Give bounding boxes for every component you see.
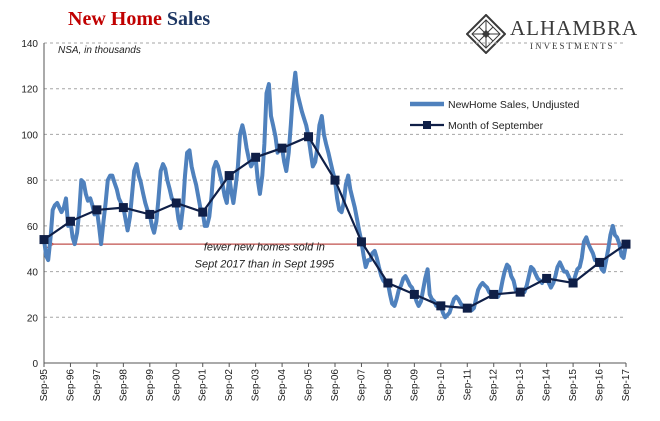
september-marker-3 [118,203,128,213]
y-tick-label-100: 100 [21,130,38,141]
september-marker-4 [145,209,155,219]
chart-title-part2: Sales [166,8,211,30]
september-marker-16 [462,303,472,313]
chart-title-part1: New Home [68,8,162,30]
september-marker-17 [489,289,499,299]
diamond-lattice-icon [466,14,506,54]
x-tick-label-Sep-03: Sep-03 [251,369,262,402]
x-tick-label-Sep-09: Sep-09 [409,369,420,402]
september-marker-21 [595,257,605,267]
y-tick-label-120: 120 [21,85,38,96]
x-tick-label-Sep-08: Sep-08 [383,369,394,402]
y-tick-label-20: 20 [27,313,39,324]
september-marker-6 [198,207,208,217]
y-tick-label-40: 40 [27,268,39,279]
september-marker-8 [251,152,261,162]
series-group [39,70,631,320]
x-tick-label-Sep-06: Sep-06 [330,369,341,402]
september-marker-19 [542,273,552,283]
september-marker-5 [171,198,181,208]
x-tick-label-Sep-17: Sep-17 [621,369,632,402]
x-tick-label-Sep-95: Sep-95 [39,369,50,402]
chart-title: New Home Sales [68,8,210,31]
x-tick-labels: Sep-95 Sep-96 Sep-97 Sep-98 Sep-99 Sep-00 Sep-… [39,369,632,402]
september-marker-13 [383,278,393,288]
alhambra-logo: ALHAMBRA INVESTMENTS [466,14,646,56]
x-tick-label-Sep-05: Sep-05 [304,369,315,402]
x-tick-label-Sep-12: Sep-12 [489,369,500,402]
x-tick-label-Sep-13: Sep-13 [515,369,526,402]
september-marker-12 [356,237,366,247]
september-marker-14 [409,289,419,299]
x-tick-label-Sep-11: Sep-11 [462,369,473,401]
x-tick-label-Sep-14: Sep-14 [542,369,553,402]
y-tick-labels: 0 20 40 60 80 100 120 140 [21,39,38,370]
x-tick-label-Sep-07: Sep-07 [356,369,367,402]
annotation-line-0: fewer new homes sold in [204,242,325,254]
annotation-line-1: Sept 2017 than in Sept 1995 [195,259,335,271]
legend: NewHome Sales, Undjusted Month of Septemb… [410,99,579,132]
annotation-group: fewer new homes sold in Sept 2017 than in… [195,242,335,271]
september-marker-20 [568,278,578,288]
september-marker-0 [39,235,49,245]
y-tick-label-0: 0 [32,359,38,370]
september-marker-22 [621,239,631,249]
x-tick-label-Sep-96: Sep-96 [65,369,76,402]
x-tick-label-Sep-16: Sep-16 [595,369,606,402]
september-marker-9 [277,143,287,153]
logo-name: ALHAMBRA [510,16,639,40]
september-marker-2 [92,205,102,215]
x-tick-label-Sep-01: Sep-01 [198,369,209,402]
september-marker-10 [304,132,314,142]
september-marker-15 [436,301,446,311]
legend-label-september: Month of September [448,120,544,132]
logo-subtitle: INVESTMENTS [530,41,615,51]
y-tick-label-140: 140 [21,39,38,50]
x-tick-label-Sep-97: Sep-97 [92,369,103,402]
x-tick-label-Sep-98: Sep-98 [118,369,129,402]
series-line-september [43,135,627,310]
legend-label-unadjusted: NewHome Sales, Undjusted [448,99,579,111]
x-tick-label-Sep-00: Sep-00 [171,369,182,402]
september-marker-7 [224,171,234,181]
september-marker-11 [330,175,340,185]
y-tick-label-60: 60 [27,222,39,233]
x-tick-label-Sep-15: Sep-15 [568,369,579,402]
x-tick-label-Sep-99: Sep-99 [145,369,156,402]
chart-subtitle: NSA, in thousands [58,45,141,56]
x-tick-label-Sep-02: Sep-02 [224,369,235,402]
axes [43,43,627,367]
september-marker-18 [515,287,525,297]
legend-marker-september [423,121,431,129]
y-tick-label-80: 80 [27,176,39,187]
september-marker-1 [65,216,75,226]
x-tick-label-Sep-10: Sep-10 [436,369,447,402]
x-tick-label-Sep-04: Sep-04 [277,369,288,402]
